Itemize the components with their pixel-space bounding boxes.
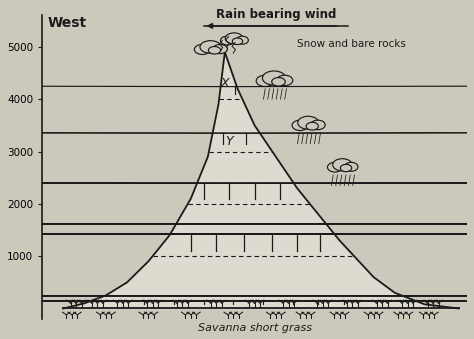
Text: Rain bearing wind: Rain bearing wind: [216, 8, 336, 21]
Ellipse shape: [263, 71, 286, 85]
Ellipse shape: [328, 162, 342, 172]
Ellipse shape: [333, 159, 352, 171]
Text: Savanna short grass: Savanna short grass: [198, 323, 311, 333]
Ellipse shape: [209, 46, 220, 54]
Ellipse shape: [194, 44, 210, 55]
Ellipse shape: [292, 120, 308, 131]
Ellipse shape: [277, 75, 293, 85]
Ellipse shape: [200, 41, 221, 53]
Text: X: X: [220, 77, 229, 90]
Ellipse shape: [306, 122, 319, 130]
Text: Snow and bare rocks: Snow and bare rocks: [297, 39, 406, 49]
Ellipse shape: [298, 116, 319, 129]
Ellipse shape: [272, 78, 285, 86]
Ellipse shape: [256, 75, 274, 86]
Ellipse shape: [345, 162, 358, 171]
Ellipse shape: [340, 164, 352, 172]
Polygon shape: [64, 52, 458, 308]
Ellipse shape: [213, 44, 228, 54]
Ellipse shape: [236, 36, 248, 44]
Text: West: West: [47, 16, 87, 30]
Ellipse shape: [310, 120, 325, 129]
Ellipse shape: [225, 33, 243, 44]
Text: Y: Y: [225, 135, 233, 147]
Ellipse shape: [232, 38, 243, 45]
Ellipse shape: [220, 36, 234, 45]
